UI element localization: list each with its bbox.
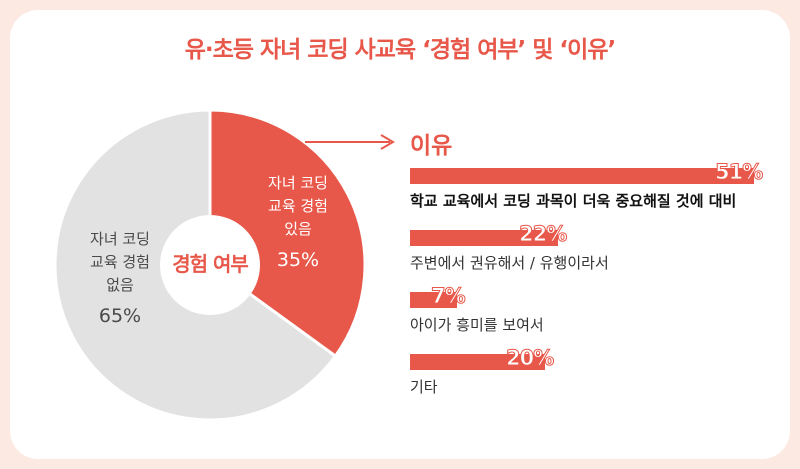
bar-value-label: 51% — [714, 160, 763, 185]
pie-value-not-experienced: 65% — [98, 305, 142, 327]
bar-category-label: 아이가 흥미를 보여서 — [410, 316, 544, 334]
pie-slice-experienced — [208, 108, 367, 359]
bar-0 — [410, 168, 754, 184]
pie-center-hole — [160, 215, 260, 315]
pie-center-label: 경험 여부 — [172, 252, 249, 276]
pie-label-experienced-line1: 자녀 코딩 — [268, 174, 328, 192]
bar-3 — [410, 354, 545, 370]
bar-value-label: 22% — [518, 222, 567, 247]
pie-label-experienced-line3: 있음 — [284, 220, 312, 238]
pie-label-not-experienced-line2: 교육 경험 — [90, 253, 150, 271]
bar-category-label: 학교 교육에서 코딩 과목이 더욱 중요해질 것에 대비 — [410, 192, 737, 210]
pie-label-experienced-line2: 교육 경험 — [268, 197, 328, 215]
bar-value-label: 20% — [505, 346, 554, 371]
chart-title: 유·초등 자녀 코딩 사교육 ‘경험 여부’ 및 ‘이유’ — [184, 37, 616, 63]
pie-label-experienced: 자녀 코딩 교육 경험 있음 35% — [248, 172, 348, 272]
bar-1 — [410, 230, 558, 246]
bar-2 — [410, 292, 457, 308]
pie-value-experienced: 35% — [276, 249, 320, 271]
pie-label-not-experienced-line1: 자녀 코딩 — [90, 230, 150, 248]
pie-label-not-experienced-line3: 없음 — [106, 276, 134, 294]
bar-category-label: 기타 — [410, 378, 438, 396]
pie-label-not-experienced: 자녀 코딩 교육 경험 없음 65% — [70, 228, 170, 328]
arrow-head-icon — [380, 134, 395, 150]
bar-value-label: 7% — [431, 284, 467, 309]
reason-title: 이유 — [410, 133, 453, 159]
bar-category-label: 주변에서 권유해서 / 유행이라서 — [410, 254, 609, 272]
